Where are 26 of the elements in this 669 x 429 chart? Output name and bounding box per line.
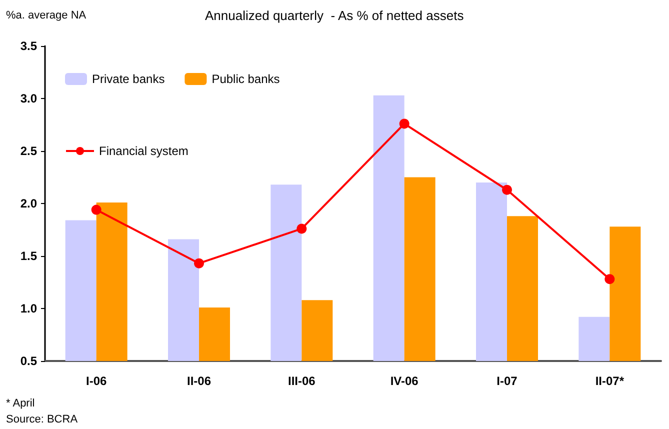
y-tick-label: 3.5	[20, 39, 38, 53]
y-tick-label: 1.5	[20, 249, 38, 263]
point	[604, 274, 615, 284]
legend-label: Financial system	[99, 144, 188, 158]
y-axis-title: %a. average NA	[6, 10, 87, 22]
chart-title: Annualized quarterly - As % of netted assets	[205, 8, 464, 23]
x-tick-label: II-07*	[595, 374, 624, 388]
y-tick-label: 3.0	[20, 92, 38, 106]
y-tick-label: 2.0	[20, 196, 38, 210]
x-tick-label: III-06	[288, 374, 316, 388]
x-tick-label: I-07	[496, 374, 518, 388]
point	[502, 184, 512, 195]
source-note: Source: BCRA	[6, 414, 78, 426]
y-tick-label: 0.5	[20, 354, 38, 368]
legend-label: Public banks	[212, 72, 280, 86]
text: * April	[6, 398, 35, 410]
legend-label: Private banks	[92, 72, 165, 86]
point	[296, 224, 307, 234]
x-tick-label: I-06	[86, 374, 107, 388]
point	[194, 258, 204, 268]
x-tick-label: II-06	[186, 374, 212, 388]
point	[399, 118, 410, 129]
y-tick-label: 2.5	[20, 144, 38, 158]
y-tick-label: 1.0	[20, 302, 38, 316]
x-tick-label: IV-06	[390, 374, 419, 388]
point	[91, 204, 102, 215]
